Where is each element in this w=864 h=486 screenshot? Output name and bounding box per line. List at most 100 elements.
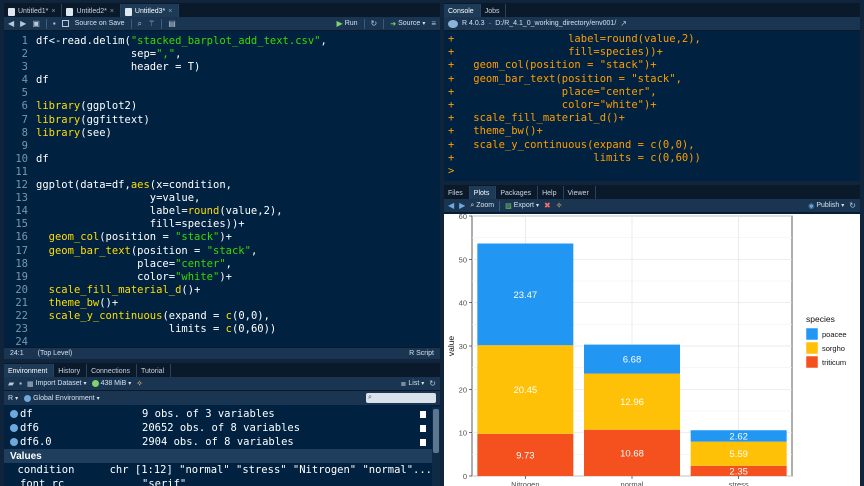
environment-data-row[interactable]: df 9 obs. of 3 variables (4, 407, 432, 421)
code-line[interactable]: 16 geom_col(position = "stack")+ (4, 231, 440, 244)
console-output[interactable]: + label=round(value,2), + fill=species))+… (444, 32, 860, 181)
code-line[interactable]: 17 geom_bar_text(position = "stack", (4, 245, 440, 258)
view-table-icon[interactable] (420, 410, 426, 418)
code-line[interactable]: 11 (4, 166, 440, 179)
export-button[interactable]: ▨ Export ▾ (505, 202, 540, 210)
bar-segment-triticum (690, 465, 787, 476)
file-type-selector[interactable]: R Script (409, 350, 434, 357)
outline-icon[interactable]: ≡ (431, 18, 436, 28)
expand-data-icon[interactable] (10, 424, 18, 432)
memory-usage[interactable]: 438 MiB ▾ (91, 380, 131, 387)
code-line[interactable]: 3 header = T) (4, 61, 440, 74)
expand-data-icon[interactable] (10, 438, 18, 446)
refresh-icon[interactable]: ↻ (429, 378, 436, 388)
remove-plot-icon[interactable]: ✖ (544, 200, 551, 210)
code-line[interactable]: 7 library(ggfittext) (4, 114, 440, 127)
code-line[interactable]: 24 (4, 336, 440, 349)
environment-value-row[interactable]: condition chr [1:12] "normal" "stress" "N… (4, 463, 432, 477)
forward-arrow-icon[interactable]: ▶ (20, 18, 27, 28)
tab-packages[interactable]: Packages (496, 186, 539, 199)
expand-data-icon[interactable] (10, 410, 18, 418)
tab-tutorial[interactable]: Tutorial (137, 364, 172, 377)
code-line[interactable]: 15 fill=species))+ (4, 218, 440, 231)
next-plot-icon[interactable]: ▶ (459, 200, 466, 210)
search-icon[interactable]: ⌕ (137, 18, 143, 28)
publish-button[interactable]: ◉ Publish ▾ (808, 202, 845, 210)
tab-viewer[interactable]: Viewer (564, 186, 596, 199)
export-icon: ▨ (505, 202, 512, 210)
close-tab-icon[interactable]: × (168, 8, 173, 15)
code-line[interactable]: 21 theme_bw()+ (4, 297, 440, 310)
environment-selector[interactable]: Global Environment ▾ (24, 394, 100, 402)
tab-plots[interactable]: Plots (469, 186, 497, 199)
broom-icon[interactable]: ✧ (555, 200, 563, 210)
code-line[interactable]: 13 y=value, (4, 192, 440, 205)
source-button[interactable]: ➜ Source ▾ (390, 20, 426, 28)
code-line[interactable]: 18 place="center", (4, 258, 440, 271)
scope-selector[interactable]: (Top Level) (37, 350, 73, 357)
code-line[interactable]: 23 limits = c(0,60)) (4, 323, 440, 336)
code-line[interactable]: 6 library(ggplot2) (4, 100, 440, 113)
r-file-icon (124, 7, 132, 16)
environment-data-row[interactable]: df6 20652 obs. of 8 variables (4, 421, 432, 435)
environment-scrollbar[interactable] (432, 407, 440, 486)
environment-data-row[interactable]: df6.0 2904 obs. of 8 variables (4, 435, 432, 449)
tab-help[interactable]: Help (538, 186, 564, 199)
go-to-directory-icon[interactable]: ↗ (620, 18, 627, 28)
environment-search-input[interactable]: ⌕ (366, 393, 436, 403)
save-icon[interactable]: ▪ (52, 18, 56, 28)
view-mode-selector[interactable]: ≣ List ▾ (400, 380, 425, 388)
view-table-icon[interactable] (420, 424, 426, 432)
code-line[interactable]: 5 (4, 87, 440, 100)
line-number: 11 (15, 165, 28, 178)
tab-untitled1[interactable]: Untitled1* × (4, 4, 63, 17)
environment-value-row[interactable]: font_rc "serif" (4, 477, 432, 486)
scrollbar-thumb[interactable] (433, 409, 439, 453)
broom-icon[interactable]: ✧ (136, 378, 143, 388)
bar-segment-poacee (584, 344, 680, 374)
code-text: label=round(value,2), (36, 205, 283, 218)
rerun-icon[interactable]: ↻ (370, 18, 378, 28)
close-tab-icon[interactable]: × (109, 8, 114, 15)
console-line: + limits = c(0,60)) (448, 151, 701, 164)
code-line[interactable]: 1 df<-read.delim("stacked_barplot_add_tex… (4, 35, 440, 48)
code-line[interactable]: 8 library(see) (4, 127, 440, 140)
show-in-window-icon[interactable]: ▣ (32, 18, 40, 28)
open-workspace-icon[interactable]: ▰ (8, 378, 15, 388)
code-line[interactable]: 20 scale_fill_material_d()+ (4, 284, 440, 297)
tab-files[interactable]: Files (444, 186, 470, 199)
tab-console[interactable]: Console (444, 4, 481, 17)
code-line[interactable]: 22 scale_y_continuous(expand = c(0,0), (4, 310, 440, 323)
language-selector[interactable]: R ▾ (8, 394, 19, 402)
code-line[interactable]: 12 ggplot(data=df,aes(x=condition, (4, 179, 440, 192)
view-table-icon[interactable] (420, 438, 426, 446)
tab-connections[interactable]: Connections (87, 364, 137, 377)
save-workspace-icon[interactable]: ▪ (19, 378, 22, 388)
tab-environment[interactable]: Environment (4, 364, 55, 377)
import-dataset-button[interactable]: ▦ Import Dataset ▾ (27, 380, 87, 388)
code-editor[interactable]: 1 df<-read.delim("stacked_barplot_add_tex… (4, 32, 440, 349)
back-arrow-icon[interactable]: ◀ (8, 18, 15, 28)
code-line[interactable]: 14 label=round(value,2), (4, 205, 440, 218)
code-line[interactable]: 10 df (4, 153, 440, 166)
tab-jobs[interactable]: Jobs (481, 4, 507, 17)
source-on-save-label: Source on Save (74, 20, 125, 27)
previous-plot-icon[interactable]: ◀ (448, 200, 455, 210)
close-tab-icon[interactable]: × (51, 8, 56, 15)
code-line[interactable]: 9 (4, 140, 440, 153)
magic-wand-icon[interactable]: ⚚ (148, 18, 156, 28)
code-line[interactable]: 4 df (4, 74, 440, 87)
zoom-button[interactable]: ⌕ Zoom (470, 201, 495, 210)
refresh-icon[interactable]: ↻ (849, 200, 856, 210)
line-number: 16 (15, 231, 28, 244)
y-axis-label: value (446, 336, 456, 357)
tab-untitled2[interactable]: Untitled2* × (62, 4, 121, 17)
code-line[interactable]: 19 color="white")+ (4, 271, 440, 284)
code-line[interactable]: 2 sep=",", (4, 48, 440, 61)
y-tick-label: 20 (459, 385, 467, 394)
tab-history[interactable]: History (54, 364, 88, 377)
tab-untitled3[interactable]: Untitled3* × (120, 4, 180, 17)
run-button[interactable]: ▶ Run (336, 19, 358, 28)
compile-report-icon[interactable]: ▤ (168, 18, 176, 28)
source-on-save-checkbox[interactable] (61, 20, 69, 27)
